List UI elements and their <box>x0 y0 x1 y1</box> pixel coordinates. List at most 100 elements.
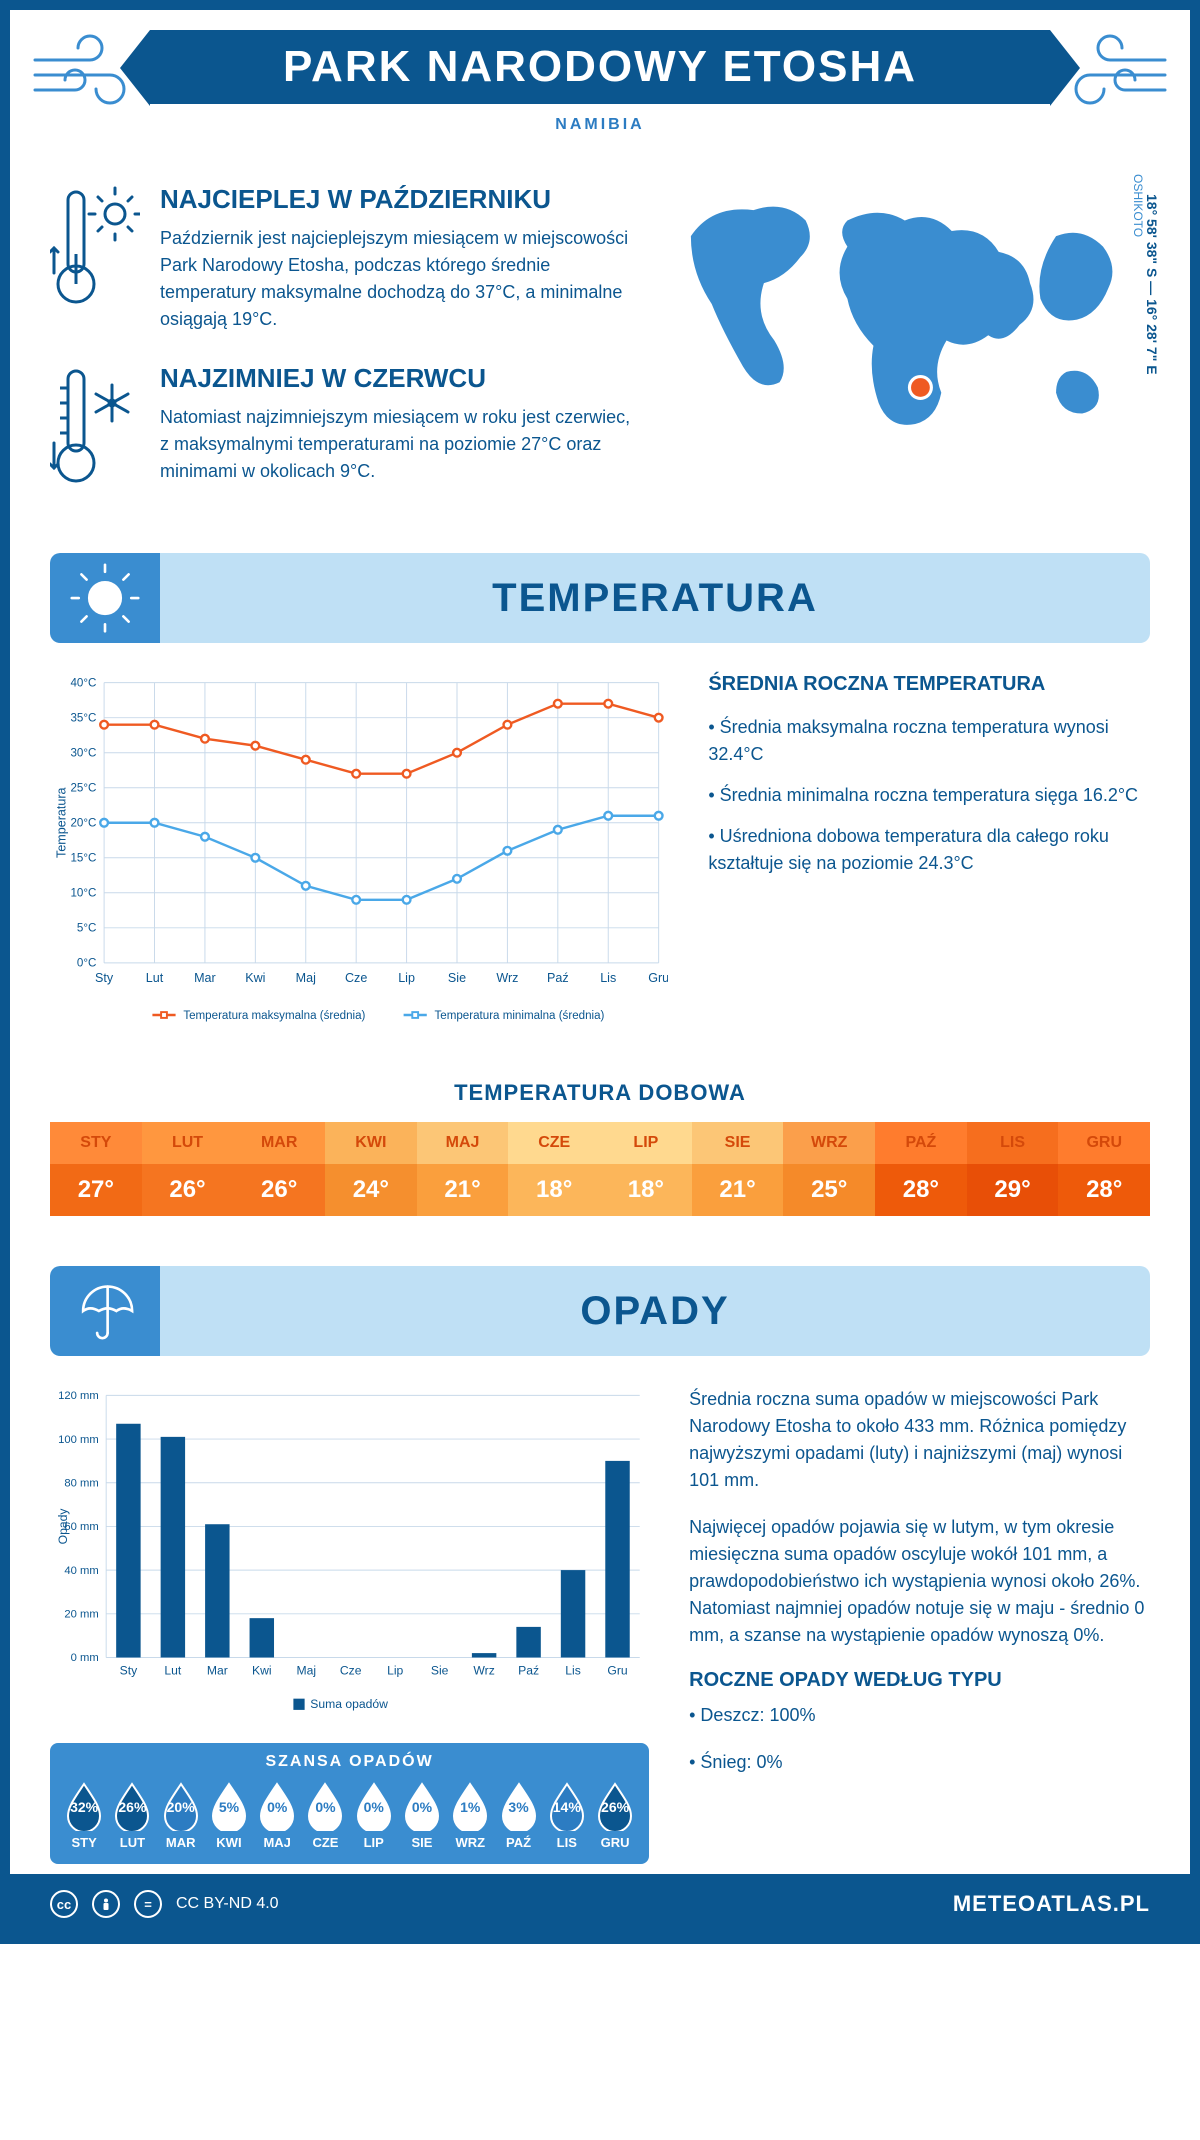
chance-cell: 0% CZE <box>301 1781 349 1850</box>
thermometer-sun-icon <box>50 184 140 333</box>
daily-temp-month: SIE <box>692 1122 784 1164</box>
svg-text:20°C: 20°C <box>70 818 96 830</box>
header: PARK NARODOWY ETOSHA NAMIBIA <box>10 10 1190 164</box>
svg-text:Mar: Mar <box>207 1663 228 1677</box>
daily-temp-value: 29° <box>967 1164 1059 1216</box>
svg-text:35°C: 35°C <box>70 713 96 725</box>
world-map: OSHIKOTO 18° 58' 38" S — 16° 28' 7" E <box>670 184 1150 523</box>
warmest-text: Październik jest najcieplejszym miesiące… <box>160 225 640 333</box>
svg-text:Sie: Sie <box>431 1663 449 1677</box>
daily-temp-value: 26° <box>142 1164 234 1216</box>
license-block: cc = CC BY-ND 4.0 <box>50 1890 279 1918</box>
chance-cell: 3% PAŹ <box>494 1781 542 1850</box>
temp-summary-line: • Uśredniona dobowa temperatura dla całe… <box>708 823 1150 877</box>
daily-temp-value: 27° <box>50 1164 142 1216</box>
coordinates-label: 18° 58' 38" S — 16° 28' 7" E <box>1144 194 1160 375</box>
daily-temp-month: KWI <box>325 1122 417 1164</box>
svg-text:25°C: 25°C <box>70 783 96 795</box>
chance-cell: 26% LUT <box>108 1781 156 1850</box>
svg-text:5°C: 5°C <box>77 923 96 935</box>
svg-text:40°C: 40°C <box>70 678 96 690</box>
svg-text:Lip: Lip <box>387 1663 403 1677</box>
chance-cell: 32% STY <box>60 1781 108 1850</box>
precip-type-heading: ROCZNE OPADY WEDŁUG TYPU <box>689 1669 1150 1692</box>
intro-section: NAJCIEPLEJ W PAŹDZIERNIKU Październik je… <box>10 164 1190 553</box>
svg-text:30°C: 30°C <box>70 748 96 760</box>
precip-text: Średnia roczna suma opadów w miejscowośc… <box>689 1386 1150 1494</box>
daily-temp-table: STYLUTMARKWIMAJCZELIPSIEWRZPAŹLISGRU 27°… <box>50 1122 1150 1216</box>
svg-text:100 mm: 100 mm <box>58 1434 99 1446</box>
precipitation-chance-box: SZANSA OPADÓW 32% STY 26% LUT 20% MAR 5%… <box>50 1743 649 1864</box>
svg-text:Sty: Sty <box>120 1663 138 1677</box>
svg-text:40 mm: 40 mm <box>64 1565 98 1577</box>
daily-temp-value: 21° <box>692 1164 784 1216</box>
daily-temp-heading: TEMPERATURA DOBOWA <box>10 1080 1190 1106</box>
daily-temp-value: 25° <box>783 1164 875 1216</box>
svg-text:Maj: Maj <box>296 1663 316 1677</box>
svg-text:80 mm: 80 mm <box>64 1478 98 1490</box>
svg-text:Kwi: Kwi <box>245 971 265 985</box>
precipitation-summary: Średnia roczna suma opadów w miejscowośc… <box>689 1386 1150 1864</box>
region-label: OSHIKOTO <box>1131 174 1145 237</box>
svg-text:0 mm: 0 mm <box>71 1652 99 1664</box>
chance-cell: 0% MAJ <box>253 1781 301 1850</box>
svg-text:Lut: Lut <box>146 971 164 985</box>
svg-text:Lis: Lis <box>565 1663 581 1677</box>
daily-temp-month: CZE <box>508 1122 600 1164</box>
daily-temp-month: PAŹ <box>875 1122 967 1164</box>
daily-temp-month: LIS <box>967 1122 1059 1164</box>
svg-text:Temperatura minimalna (średnia: Temperatura minimalna (średnia) <box>435 1010 605 1022</box>
precip-text: Najwięcej opadów pojawia się w lutym, w … <box>689 1514 1150 1649</box>
chance-cell: 14% LIS <box>543 1781 591 1850</box>
svg-text:Paź: Paź <box>547 971 569 985</box>
chance-heading: SZANSA OPADÓW <box>60 1753 639 1771</box>
chance-cell: 1% WRZ <box>446 1781 494 1850</box>
license-text: CC BY-ND 4.0 <box>176 1895 279 1913</box>
svg-text:Cze: Cze <box>345 971 367 985</box>
svg-text:Lis: Lis <box>600 971 616 985</box>
infographic-container: PARK NARODOWY ETOSHA NAMIBIA NAJCIEPLEJ … <box>0 0 1200 1944</box>
page-subtitle: NAMIBIA <box>10 116 1190 134</box>
coldest-title: NAJZIMNIEJ W CZERWCU <box>160 363 640 394</box>
umbrella-icon <box>50 1266 160 1356</box>
svg-text:Sty: Sty <box>95 971 114 985</box>
nd-icon: = <box>134 1890 162 1918</box>
svg-text:15°C: 15°C <box>70 853 96 865</box>
thermometer-snow-icon <box>50 363 140 493</box>
svg-text:Temperatura: Temperatura <box>54 788 68 858</box>
sun-icon <box>50 553 160 643</box>
temperature-line-chart: 0°C5°C10°C15°C20°C25°C30°C35°C40°CStyLut… <box>50 673 668 1040</box>
daily-temp-value: 18° <box>600 1164 692 1216</box>
svg-text:Mar: Mar <box>194 971 216 985</box>
svg-text:Opady: Opady <box>56 1508 70 1545</box>
by-icon <box>92 1890 120 1918</box>
temp-summary-line: • Średnia maksymalna roczna temperatura … <box>708 714 1150 768</box>
precipitation-row: 0 mm20 mm40 mm60 mm80 mm100 mm120 mmOpad… <box>10 1356 1190 1874</box>
svg-text:Kwi: Kwi <box>252 1663 272 1677</box>
svg-text:Temperatura maksymalna (średni: Temperatura maksymalna (średnia) <box>183 1010 365 1022</box>
svg-text:20 mm: 20 mm <box>64 1609 98 1621</box>
svg-text:Wrz: Wrz <box>496 971 518 985</box>
daily-temp-month: LUT <box>142 1122 234 1164</box>
temp-summary-line: • Średnia minimalna roczna temperatura s… <box>708 782 1150 809</box>
svg-text:Gru: Gru <box>607 1663 627 1677</box>
svg-text:Wrz: Wrz <box>473 1663 494 1677</box>
daily-temp-value: 26° <box>233 1164 325 1216</box>
title-banner: PARK NARODOWY ETOSHA <box>150 30 1050 104</box>
daily-temp-month: MAR <box>233 1122 325 1164</box>
daily-temp-value: 28° <box>875 1164 967 1216</box>
daily-temp-month: MAJ <box>417 1122 509 1164</box>
svg-text:120 mm: 120 mm <box>58 1390 99 1402</box>
daily-temp-value: 21° <box>417 1164 509 1216</box>
daily-temp-month: GRU <box>1058 1122 1150 1164</box>
daily-temp-value: 18° <box>508 1164 600 1216</box>
temperature-heading: TEMPERATURA <box>160 576 1150 621</box>
daily-temp-month: STY <box>50 1122 142 1164</box>
svg-text:10°C: 10°C <box>70 888 96 900</box>
warmest-fact: NAJCIEPLEJ W PAŹDZIERNIKU Październik je… <box>50 184 640 333</box>
svg-text:Sie: Sie <box>448 971 466 985</box>
svg-text:Lip: Lip <box>398 971 415 985</box>
cc-icon: cc <box>50 1890 78 1918</box>
warmest-title: NAJCIEPLEJ W PAŹDZIERNIKU <box>160 184 640 215</box>
brand-label: METEOATLAS.PL <box>953 1891 1150 1917</box>
